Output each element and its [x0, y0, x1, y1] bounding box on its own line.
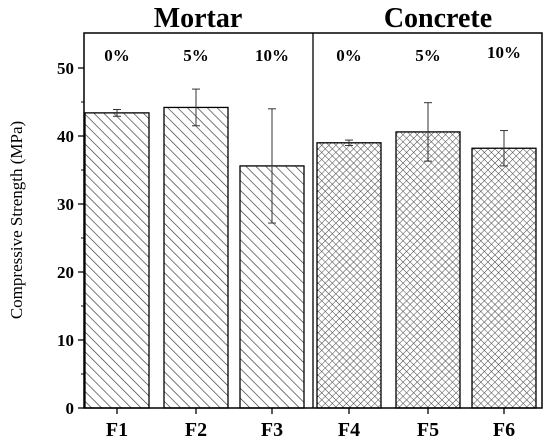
annotation-f2: 5% — [183, 46, 209, 65]
annotation-f1: 0% — [104, 46, 130, 65]
error-bar-f5 — [424, 102, 432, 162]
x-tick-label-f5: F5 — [417, 419, 439, 441]
error-bar-f2 — [192, 88, 200, 127]
bar-f1 — [84, 112, 150, 409]
y-tick-label-30: 30 — [57, 195, 74, 214]
x-axis: F1 F2 F3 F4 F5 F6 — [106, 408, 515, 441]
y-tick-label-50: 50 — [57, 59, 74, 78]
error-bar-f3 — [268, 108, 276, 224]
y-tick-label-20: 20 — [57, 263, 74, 282]
error-bar-f4 — [345, 139, 353, 147]
group-title-concrete: Concrete — [384, 3, 492, 34]
error-bar-f6 — [500, 130, 508, 167]
annotation-f3: 10% — [255, 46, 289, 65]
x-tick-label-f6: F6 — [493, 419, 515, 441]
group-title-mortar: Mortar — [154, 3, 243, 34]
annotation-f4: 0% — [336, 46, 362, 65]
y-tick-label-0: 0 — [66, 399, 75, 418]
bar-f4 — [316, 142, 382, 409]
x-tick-label-f2: F2 — [185, 419, 207, 441]
x-tick-label-f3: F3 — [261, 419, 283, 441]
bar-f2 — [163, 106, 229, 409]
annotation-f6: 10% — [487, 43, 521, 62]
bar-f6 — [471, 147, 537, 409]
x-tick-label-f4: F4 — [338, 419, 360, 441]
x-tick-label-f1: F1 — [106, 419, 128, 441]
y-tick-label-40: 40 — [57, 127, 74, 146]
bars-layer — [84, 106, 537, 409]
y-axis-label: Compressive Strength (MPa) — [7, 121, 26, 319]
y-axis: 0 10 20 30 40 50 — [57, 59, 84, 418]
error-bar-f1 — [113, 108, 121, 117]
y-tick-label-10: 10 — [57, 331, 74, 350]
bar-f5 — [395, 131, 461, 409]
annotation-f5: 5% — [415, 46, 441, 65]
error-bars-layer — [113, 88, 508, 224]
